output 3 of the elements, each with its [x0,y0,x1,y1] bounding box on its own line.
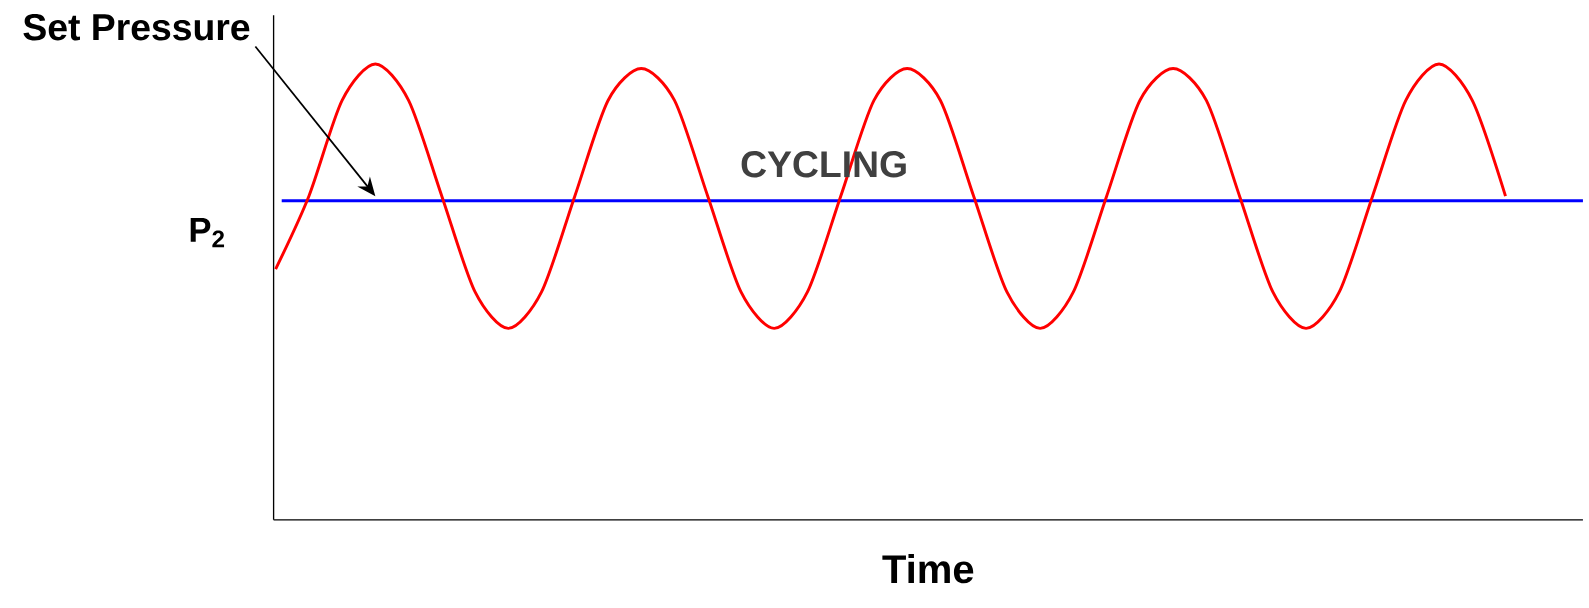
text: Set Pressure [23,13,250,41]
ref-line-label: P$_{2}$ [190,217,225,248]
x-axis-title: Time [882,553,974,584]
